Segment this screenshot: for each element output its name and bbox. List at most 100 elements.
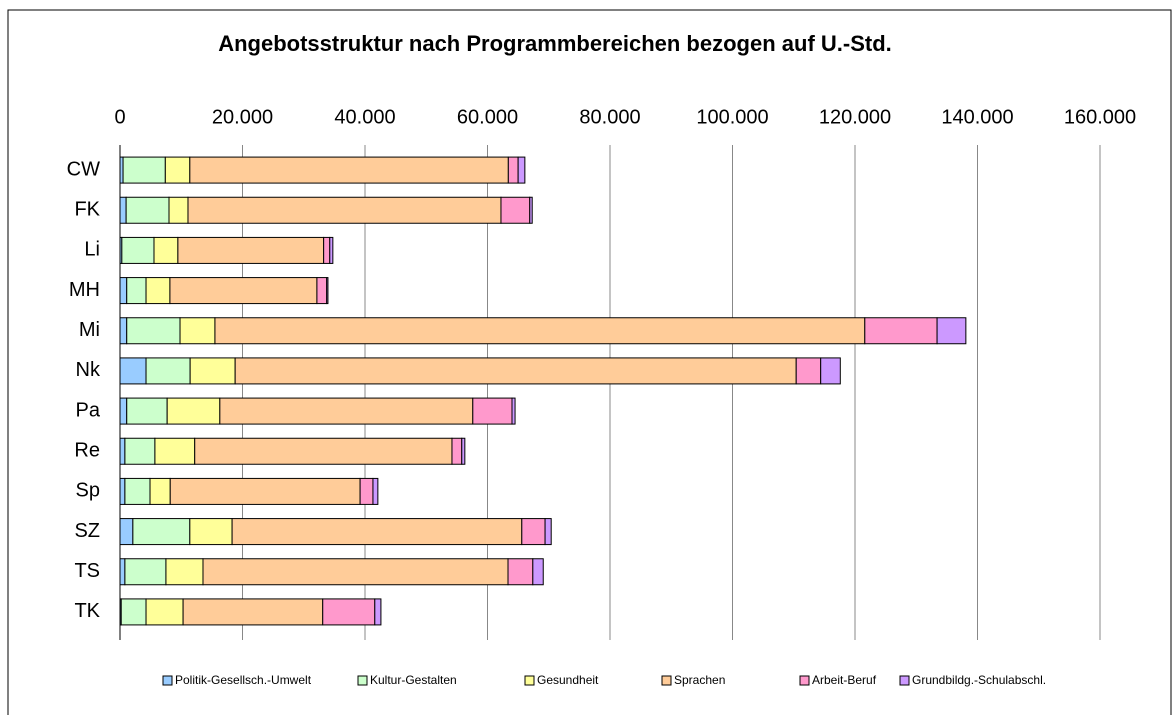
bar-segment — [177, 236, 325, 264]
bar-segment — [374, 598, 382, 626]
bar-segment — [864, 317, 938, 345]
x-tick-label: 140.000 — [941, 106, 1013, 128]
bar-segment — [169, 477, 361, 505]
bar-segment — [323, 236, 331, 264]
bar-segment — [189, 156, 509, 184]
bar-segment — [168, 196, 189, 224]
y-tick-label: TS — [74, 560, 100, 582]
y-tick-label: Li — [84, 239, 100, 261]
y-tick-label: CW — [67, 158, 100, 180]
bar-segment — [124, 477, 151, 505]
bar-segment — [326, 277, 329, 305]
bar-segment — [372, 477, 379, 505]
bar-segment — [132, 518, 191, 546]
legend-swatch — [661, 675, 672, 686]
bar-segment — [126, 397, 168, 425]
legend-swatch — [799, 675, 810, 686]
bar-segment — [125, 196, 170, 224]
bar-segment — [154, 437, 196, 465]
bar-segment — [194, 437, 453, 465]
bar-segment — [189, 518, 233, 546]
bar-segment — [187, 196, 502, 224]
y-tick-label: Pa — [76, 399, 101, 421]
bar-segment — [120, 598, 147, 626]
bar-segment — [145, 277, 171, 305]
y-tick-label: Re — [74, 440, 100, 462]
bar-segment — [316, 277, 328, 305]
bar-segment — [119, 558, 126, 586]
bar-segment — [119, 196, 127, 224]
legend-label: Grundbildg.-Schulabschl. — [912, 673, 1046, 687]
bar-segment — [126, 277, 147, 305]
bar-segment — [119, 518, 134, 546]
bar-segment — [795, 357, 822, 385]
bar-segment — [119, 277, 128, 305]
bar-segment — [820, 357, 841, 385]
bar-segment — [166, 397, 221, 425]
bar-segment — [124, 437, 156, 465]
bar-segment — [529, 196, 533, 224]
x-tick-label: 100.000 — [696, 106, 768, 128]
bar-segment — [119, 437, 126, 465]
bar-segment — [234, 357, 797, 385]
x-tick-label: 60.000 — [457, 106, 518, 128]
bar-segment — [164, 156, 191, 184]
bar-segment — [182, 598, 324, 626]
y-tick-label: Nk — [76, 359, 101, 381]
x-tick-label: 80.000 — [579, 106, 640, 128]
bar-segment — [472, 397, 513, 425]
bar-segment — [521, 518, 546, 546]
legend-label: Kultur-Gestalten — [370, 673, 457, 687]
legend-swatch — [357, 675, 368, 686]
bar-segment — [214, 317, 866, 345]
y-tick-label: MH — [69, 279, 100, 301]
bar-segment — [936, 317, 967, 345]
bar-segment — [461, 437, 466, 465]
legend-label: Arbeit-Beruf — [812, 673, 877, 687]
y-tick-label: Mi — [79, 319, 100, 341]
bar-segment — [231, 518, 523, 546]
bar-segment — [165, 558, 204, 586]
legend-label: Sprachen — [674, 673, 725, 687]
bar-segment — [179, 317, 216, 345]
x-tick-label: 20.000 — [212, 106, 273, 128]
y-tick-label: Sp — [76, 480, 100, 502]
x-tick-label: 120.000 — [819, 106, 891, 128]
legend-swatch — [899, 675, 910, 686]
bar-segment — [124, 558, 167, 586]
bar-segment — [544, 518, 552, 546]
bar-segment — [322, 598, 376, 626]
x-tick-label: 160.000 — [1064, 106, 1136, 128]
bar-segment — [329, 236, 334, 264]
bar-segment — [359, 477, 374, 505]
bar-segment — [145, 357, 191, 385]
bar-segment — [219, 397, 474, 425]
bar-segment — [507, 156, 519, 184]
legend-label: Politik-Gesellsch.-Umwelt — [175, 673, 312, 687]
x-tick-label: 0 — [114, 106, 125, 128]
bar-segment — [153, 236, 179, 264]
bar-segment — [149, 477, 171, 505]
chart-title: Angebotsstruktur nach Programmbereichen … — [218, 31, 892, 56]
legend-label: Gesundheit — [537, 673, 599, 687]
y-tick-label: FK — [74, 199, 100, 221]
x-tick-label: 40.000 — [334, 106, 395, 128]
y-tick-label: SZ — [74, 520, 100, 542]
bar-segment — [532, 558, 544, 586]
legend-swatch — [162, 675, 173, 686]
bar-segment — [126, 317, 181, 345]
bar-segment — [507, 558, 534, 586]
legend-swatch — [524, 675, 535, 686]
bar-segment — [202, 558, 509, 586]
bar-segment — [511, 397, 516, 425]
bar-segment — [122, 156, 166, 184]
bar-segment — [500, 196, 531, 224]
bar-segment — [189, 357, 236, 385]
bar-segment — [121, 236, 155, 264]
bar-segment — [119, 317, 128, 345]
bar-segment — [451, 437, 463, 465]
bar-segment — [169, 277, 318, 305]
bar-segment — [145, 598, 184, 626]
bar-segment — [517, 156, 526, 184]
